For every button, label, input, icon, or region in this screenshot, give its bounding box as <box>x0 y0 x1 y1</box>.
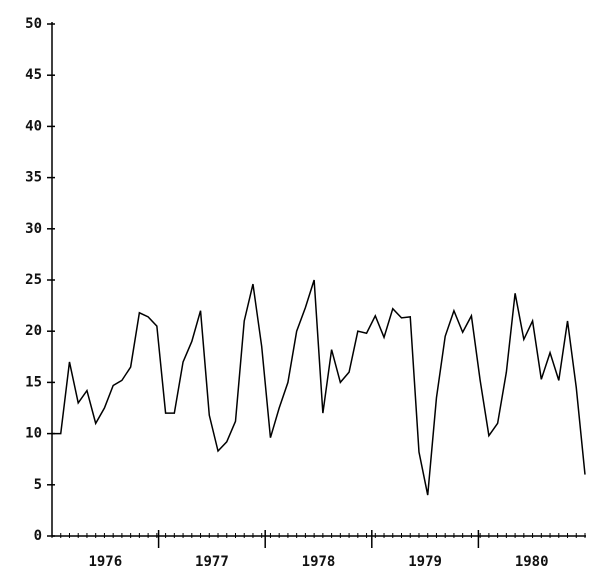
y-tick-label: 15 <box>25 374 42 390</box>
year-label: 1978 <box>302 554 336 570</box>
year-label: 1980 <box>515 554 549 570</box>
y-tick-label: 45 <box>25 67 42 83</box>
year-label: 1976 <box>88 554 122 570</box>
y-tick-label: 0 <box>34 528 42 544</box>
y-tick-label: 20 <box>25 323 42 339</box>
y-tick-label: 35 <box>25 170 42 186</box>
y-tick-label: 30 <box>25 221 42 237</box>
year-label: 1979 <box>408 554 442 570</box>
year-label: 1977 <box>195 554 229 570</box>
data-line <box>52 279 586 496</box>
y-tick-label: 10 <box>25 426 42 442</box>
y-tick-label: 5 <box>34 477 42 493</box>
y-tick-label: 25 <box>25 272 42 288</box>
y-tick-label: 50 <box>25 16 42 32</box>
y-tick-label: 40 <box>25 118 42 134</box>
